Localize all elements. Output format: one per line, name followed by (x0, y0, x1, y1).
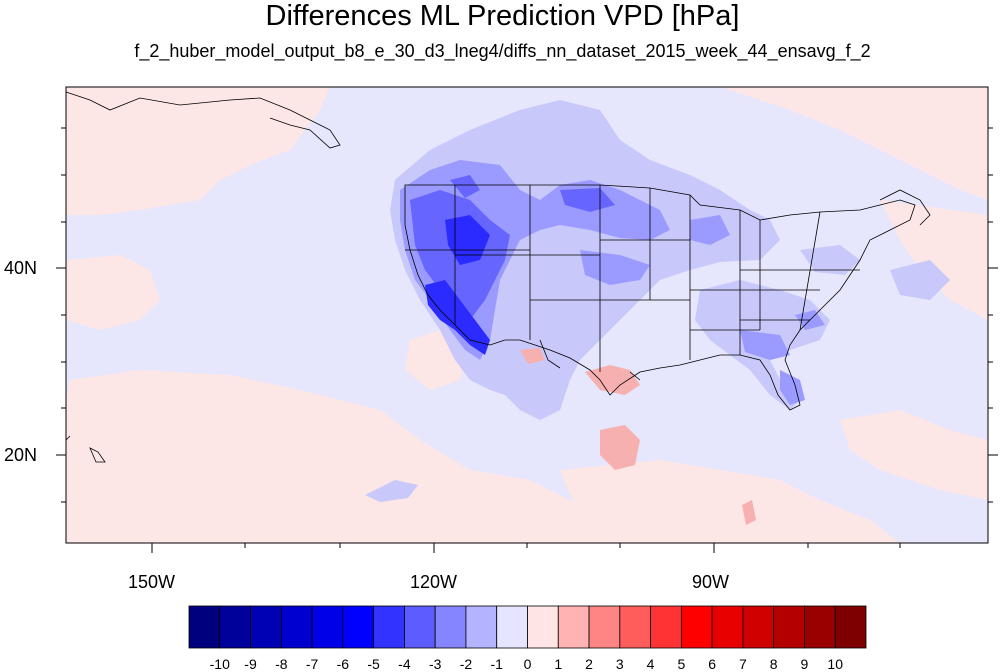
colorbar-swatch (188, 605, 221, 649)
colorbar-tick-label: -2 (459, 656, 473, 672)
colorbar-tick-label: -3 (428, 656, 442, 672)
colorbar-swatch (342, 605, 375, 649)
colorbar (188, 605, 867, 649)
colorbar-swatch (280, 605, 313, 649)
colorbar-swatch (650, 605, 682, 649)
colorbar-tick-label: -1 (490, 656, 503, 672)
colorbar-swatch (219, 605, 251, 649)
colorbar-tick-label: 9 (800, 656, 809, 672)
colorbar-tick-label: -10 (209, 656, 230, 672)
colorbar-tick-label: 2 (585, 656, 593, 672)
colorbar-swatch (434, 605, 467, 649)
map-title: Differences ML Prediction VPD [hPa] (265, 0, 740, 32)
colorbar-swatch (311, 605, 344, 649)
colorbar-tick-label: 3 (615, 656, 624, 672)
map-panel (56, 86, 998, 553)
colorbar-tick-label: 1 (554, 656, 563, 672)
lon-label-150w: 150W (128, 572, 176, 592)
colorbar-swatch (373, 605, 405, 649)
colorbar-swatch (250, 605, 282, 649)
colorbar-tick-label: 6 (708, 656, 717, 672)
colorbar-tick-label: -9 (244, 656, 257, 672)
lat-label-20n: 20N (4, 445, 38, 465)
colorbar-swatch (465, 605, 498, 649)
alaska-coast (65, 91, 931, 463)
colorbar-swatch (527, 605, 559, 649)
colorbar-tick-label: -5 (367, 656, 380, 672)
colorbar-tick-label: 10 (827, 656, 843, 672)
colorbar-tick-label: 0 (523, 656, 532, 672)
colorbar-tick-label: -7 (305, 656, 319, 672)
colorbar-tick-label: -6 (336, 656, 350, 672)
colorbar-swatch (711, 605, 744, 649)
colorbar-tick-label: 4 (646, 656, 655, 672)
lon-label-90w: 90W (692, 572, 730, 592)
colorbar-swatch (557, 605, 590, 649)
colorbar-swatch (773, 605, 805, 649)
colorbar-swatch (804, 605, 836, 649)
deep-blue-regions (425, 215, 490, 355)
colorbar-swatch (619, 605, 651, 649)
colorbar-swatch (834, 605, 867, 649)
map-subtitle: f_2_huber_model_output_b8_e_30_d3_lneg4/… (134, 41, 871, 61)
colorbar-tick-label: 7 (739, 656, 747, 672)
colorbar-tick-label: -4 (398, 656, 411, 672)
colorbar-swatch (404, 605, 436, 649)
red-anomaly-regions (520, 348, 756, 525)
colorbar-tick-label: 8 (769, 656, 778, 672)
colorbar-swatch (742, 605, 775, 649)
axis-ticks (56, 127, 998, 553)
colorbar-tick-label: 5 (677, 656, 686, 672)
us-outline (404, 184, 916, 411)
lon-label-120w: 120W (410, 572, 458, 592)
colorbar-swatch (680, 605, 713, 649)
colorbar-swatch (496, 605, 528, 649)
colorbar-swatch (588, 605, 621, 649)
colorbar-tick-label: -8 (275, 656, 288, 672)
lat-label-40n: 40N (4, 258, 38, 278)
positive-anomaly-regions (66, 87, 988, 543)
